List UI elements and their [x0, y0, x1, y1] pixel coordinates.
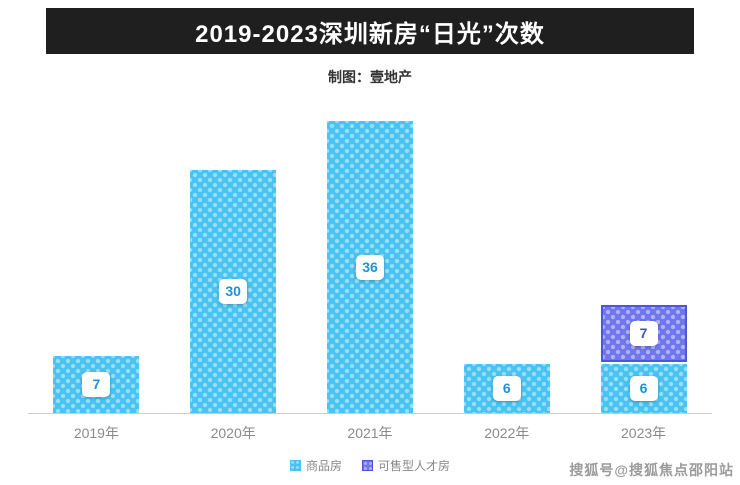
x-axis-label: 2023年 — [621, 425, 667, 441]
plot-area: 7 30 36 6 7 6 — [28, 97, 712, 413]
bar-segment-商品房: 6 — [463, 364, 550, 413]
bar-value-label: 36 — [355, 254, 384, 280]
legend-label: 可售型人才房 — [378, 459, 451, 473]
bar-segment-商品房: 30 — [190, 170, 277, 413]
bar-segment-可售型人才房: 7 — [600, 305, 687, 362]
legend-swatch — [289, 460, 301, 471]
watermark: 搜狐号@搜狐焦点邵阳站 — [569, 462, 734, 478]
x-axis-label: 2021年 — [347, 425, 393, 441]
bar-segment-商品房: 36 — [326, 121, 413, 413]
bar-value-label: 6 — [629, 376, 658, 401]
legend-label: 商品房 — [305, 459, 342, 473]
bar-group-2022年: 6 — [463, 364, 550, 413]
bar-chart: 7 30 36 6 7 6 2019年 2020年 2021年 2022年 2023年 — [28, 97, 712, 443]
x-axis-label: 2019年 — [73, 425, 119, 441]
x-axis-label: 2022年 — [484, 425, 530, 441]
bar-value-label: 7 — [82, 372, 111, 397]
legend: 商品房 可售型人才房 — [0, 457, 740, 474]
legend-item-可售型人才房: 可售型人才房 — [362, 457, 450, 474]
legend-swatch — [362, 460, 373, 471]
chart-title: 2019-2023深圳新房“日光”次数 — [46, 8, 694, 54]
x-axis-label: 2020年 — [210, 425, 256, 441]
bar-group-2020年: 30 — [190, 170, 277, 413]
bar-group-2021年: 36 — [326, 121, 413, 413]
bar-segment-商品房: 6 — [600, 364, 687, 413]
chart-subtitle: 制图：壹地产 — [328, 69, 412, 85]
bar-value-label: 6 — [492, 376, 521, 401]
bar-value-label: 30 — [219, 279, 248, 304]
bar-value-label: 7 — [629, 321, 658, 346]
x-axis: 2019年 2020年 2021年 2022年 2023年 — [28, 413, 712, 443]
bar-segment-商品房: 7 — [53, 356, 140, 413]
bar-group-2019年: 7 — [53, 356, 140, 413]
legend-item-商品房: 商品房 — [289, 457, 342, 474]
